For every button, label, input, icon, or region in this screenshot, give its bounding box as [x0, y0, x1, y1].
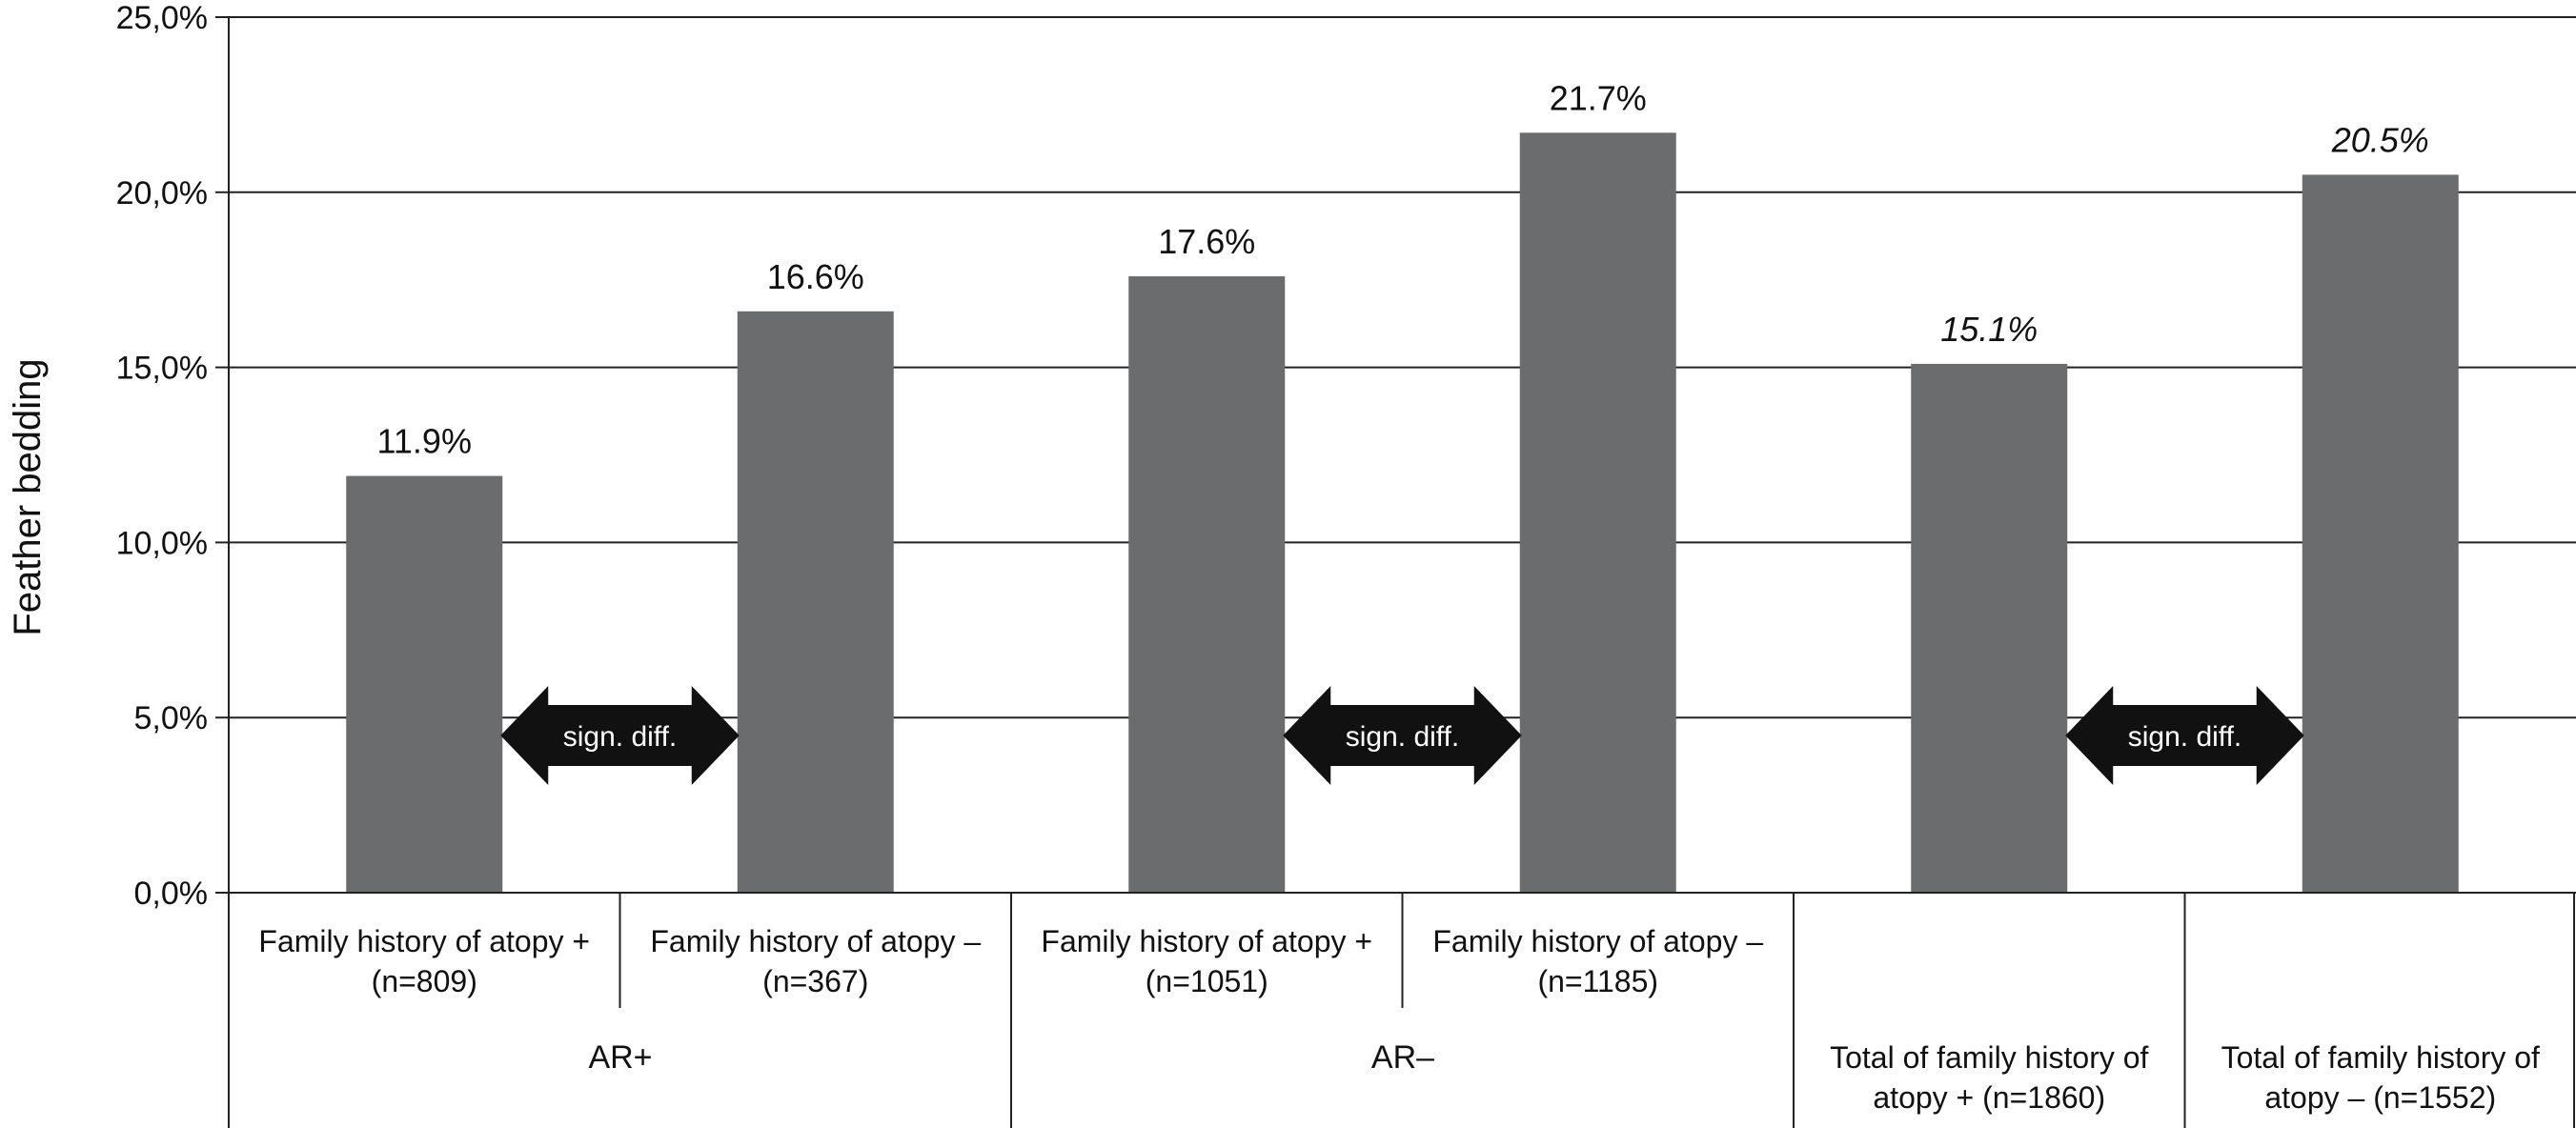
significance-label: sign. diff. [1346, 721, 1460, 753]
y-tick-label: 20,0% [116, 175, 208, 212]
significance-arrows: sign. diff. sign. diff. sign. diff. [500, 686, 2304, 785]
bar [1128, 276, 1286, 893]
significance-label: sign. diff. [563, 721, 678, 753]
bar-value-label: 21.7% [1550, 78, 1647, 117]
y-tick-label: 5,0% [134, 700, 209, 736]
category-label-line1: Family history of atopy + [258, 924, 590, 958]
y-tick-label: 0,0% [134, 876, 209, 912]
bar [346, 475, 503, 893]
bar [737, 311, 894, 893]
bar [1519, 132, 1676, 894]
category-label-line2: (n=367) [762, 964, 868, 998]
y-tick-label: 10,0% [116, 525, 208, 561]
value-labels: 11.9% 16.6% 17.6% 21.7% 15.1% 20.5% [377, 78, 2429, 460]
significance-label: sign. diff. [2128, 721, 2242, 753]
y-tick-label: 15,0% [116, 351, 208, 387]
category-label-line1: Total of family history of [2221, 1040, 2540, 1075]
x-axis-table: Family history of atopy + (n=809) Family h… [228, 17, 2576, 1128]
double-arrow-shape [2065, 686, 2304, 785]
group-label-ar-minus: AR– [1371, 1039, 1434, 1076]
y-axis-ticks: 0,0% 5,0% 10,0% 15,0% 20,0% 25,0% [116, 0, 229, 912]
significance-arrow: sign. diff. [500, 686, 740, 785]
category-label-line2: (n=809) [372, 964, 477, 998]
y-tick-label: 25,0% [116, 0, 208, 36]
category-label-line1: Family history of atopy + [1041, 924, 1372, 958]
bar-value-label: 20.5% [2331, 120, 2429, 159]
significance-arrow: sign. diff. [2065, 686, 2304, 785]
category-label-line2: atopy + (n=1860) [1873, 1080, 2105, 1115]
double-arrow-shape [500, 686, 740, 785]
category-label-line1: Total of family history of [1830, 1040, 2148, 1075]
double-arrow-shape [1283, 686, 1522, 785]
category-label-line2: (n=1185) [1537, 964, 1658, 998]
group-label-ar-plus: AR+ [588, 1039, 652, 1076]
y-axis-label: Feather bedding [7, 358, 49, 635]
category-label-line1: Family history of atopy – [1432, 924, 1763, 958]
significance-arrow: sign. diff. [1283, 686, 1522, 785]
bar [1911, 363, 2068, 893]
bar-value-label: 11.9% [377, 422, 472, 461]
bar-value-label: 15.1% [1940, 310, 2038, 349]
bar [2302, 174, 2459, 894]
category-label-line1: Family history of atopy – [650, 924, 981, 958]
bar-value-label: 17.6% [1158, 222, 1255, 261]
category-label-line2: (n=1051) [1146, 964, 1268, 998]
category-label-line2: atopy – (n=1552) [2264, 1080, 2496, 1115]
bars [346, 132, 2459, 894]
bar-value-label: 16.6% [767, 257, 864, 296]
